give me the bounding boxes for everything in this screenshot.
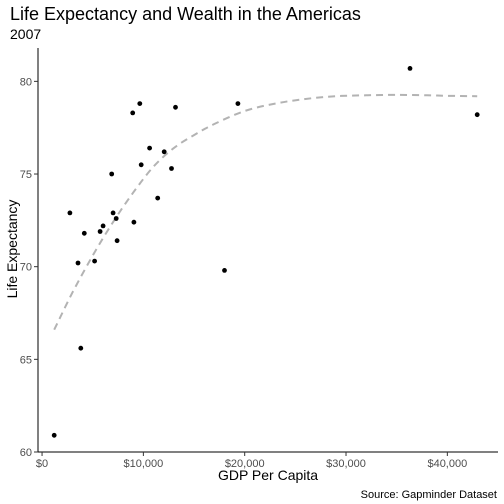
data-point [474,112,480,118]
data-point [92,258,97,264]
chart-subtitle: 2007 [10,26,41,42]
data-point [78,345,84,351]
y-tick-label: 70 [20,262,32,274]
y-axis-title: Life Expectancy [4,200,20,299]
data-point [67,210,73,216]
x-tick-label: $0 [36,458,48,470]
x-tick-label: $10,000 [123,458,163,470]
data-point [407,66,413,71]
data-point [51,432,57,438]
y-tick-label: 65 [20,354,32,366]
x-tick-label: $40,000 [427,458,467,470]
data-point [235,101,241,106]
y-tick-label: 80 [20,76,32,88]
data-point [109,171,115,177]
data-point [100,223,106,229]
data-point [222,268,227,273]
data-point [161,149,167,155]
trend-line [53,93,478,331]
x-tick-label: $20,000 [225,458,265,470]
caption: Source: Gapminder Dataset [361,489,497,501]
y-ticks: 60 65 70 75 80 [20,76,38,459]
y-tick-label: 60 [20,447,32,459]
data-point [81,230,87,236]
data-point [97,229,103,234]
data-points [51,66,480,438]
data-point [131,219,137,225]
data-point [75,260,81,266]
data-point [110,210,116,216]
data-point [130,110,136,116]
data-point [147,145,153,151]
data-point [169,166,174,171]
axes [37,48,498,453]
data-point [114,238,120,244]
data-point [137,101,143,106]
data-point [173,104,178,110]
x-axis-title: GDP Per Capita [218,467,318,483]
data-point [155,195,161,201]
data-point [113,216,119,221]
x-ticks: $0 $10,000 $20,000 $30,000 $40,000 [36,452,467,470]
x-tick-label: $30,000 [326,458,366,470]
chart-title: Life Expectancy and Wealth in the Americ… [10,4,361,24]
y-tick-label: 75 [20,169,32,181]
data-point [138,162,144,168]
